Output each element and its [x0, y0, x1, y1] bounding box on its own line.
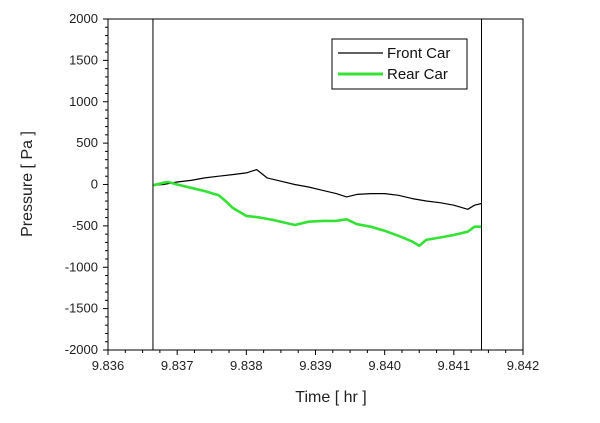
- y-tick-label: 500: [76, 135, 98, 150]
- y-tick-label: 0: [91, 177, 98, 192]
- x-axis-title: Time [ hr ]: [295, 389, 366, 406]
- series-line-rear-car: [152, 180, 482, 247]
- x-tick-label: 9.839: [299, 358, 332, 373]
- legend-label-front-car: Front Car: [387, 45, 450, 62]
- y-tick-label: 1000: [69, 94, 98, 109]
- x-axis: 9.836 9.837 9.838 9.839 9.840 9.841 9.842: [92, 350, 540, 373]
- series-line-front-car: [152, 169, 482, 210]
- x-tick-label: 9.837: [161, 358, 194, 373]
- y-axis: 2000 1500 1000 500 0 -500 -1000 -1500 -2000: [65, 11, 108, 357]
- legend-box: [331, 38, 468, 90]
- y-tick-label: -2000: [65, 342, 98, 357]
- vertical-markers: [152, 19, 482, 350]
- y-tick-label: -1500: [65, 301, 98, 316]
- x-tick-label: 9.841: [438, 358, 471, 373]
- x-tick-label: 9.838: [230, 358, 263, 373]
- y-tick-label: -500: [72, 218, 98, 233]
- x-tick-label: 9.842: [507, 358, 540, 373]
- y-tick-label: -1000: [65, 259, 98, 274]
- x-tick-label: 9.840: [368, 358, 401, 373]
- x-tick-label: 9.836: [92, 358, 125, 373]
- legend: Front Car Rear Car: [331, 38, 468, 90]
- y-tick-label: 1500: [69, 52, 98, 67]
- y-axis-title: Pressure [ Pa ]: [19, 131, 36, 237]
- plot-lines: [152, 169, 482, 247]
- legend-label-rear-car: Rear Car: [387, 66, 448, 83]
- y-tick-label: 2000: [69, 11, 98, 26]
